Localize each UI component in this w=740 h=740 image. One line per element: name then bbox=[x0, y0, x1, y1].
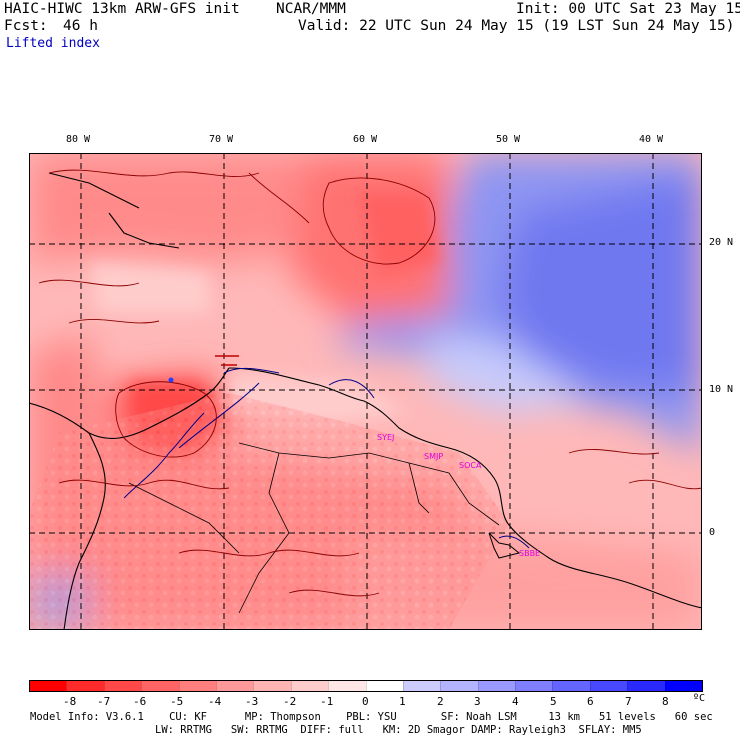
station-sbbe: SBBE bbox=[519, 549, 541, 558]
colorbar-label: -4 bbox=[208, 695, 222, 708]
colorbar-label: 4 bbox=[512, 695, 519, 708]
map-frame bbox=[29, 153, 702, 630]
lake-marker bbox=[168, 377, 174, 383]
colorbar-swatch bbox=[440, 681, 478, 691]
station-smjp: SMJP bbox=[424, 452, 444, 461]
islands bbox=[215, 355, 239, 366]
colorbar-swatch bbox=[627, 681, 665, 691]
init-time: Init: 00 UTC Sat 23 May 15 bbox=[516, 1, 740, 17]
colorbar-swatch bbox=[402, 681, 441, 691]
station-soca: SOCA bbox=[459, 461, 482, 470]
model-info-line1: Model Info: V3.6.1 CU: KF MP: Thompson P… bbox=[30, 711, 713, 723]
valid-time: Valid: 22 UTC Sun 24 May 15 (19 LST Sun … bbox=[298, 18, 735, 34]
colorbar-swatch bbox=[477, 681, 516, 691]
colorbar-label: -8 bbox=[63, 695, 77, 708]
colorbar-label: -2 bbox=[283, 695, 297, 708]
lon-label-70w: 70 W bbox=[209, 134, 234, 145]
colorbar-label: 3 bbox=[474, 695, 481, 708]
colorbar-unit: ºC bbox=[693, 693, 706, 704]
colorbar-swatch bbox=[178, 681, 216, 691]
contours bbox=[38, 169, 703, 597]
colorbar-swatch bbox=[215, 681, 254, 691]
model-title: HAIC-HIWC 13km ARW-GFS init bbox=[4, 1, 240, 17]
lon-label-80w: 80 W bbox=[66, 134, 91, 145]
station-syej: SYEJ bbox=[377, 433, 395, 442]
colorbar-label: -5 bbox=[170, 695, 184, 708]
forecast-label: Fcst: bbox=[4, 18, 48, 34]
colorbar-label: 5 bbox=[550, 695, 557, 708]
forecast-hour: 46 h bbox=[63, 18, 98, 34]
field-name: Lifted index bbox=[6, 36, 100, 51]
colorbar-label: -7 bbox=[97, 695, 111, 708]
graticule bbox=[29, 153, 702, 630]
colorbar-label: 7 bbox=[625, 695, 632, 708]
colorbar-label: -3 bbox=[245, 695, 259, 708]
colorbar-swatch bbox=[253, 681, 291, 691]
colorbar-swatch bbox=[103, 681, 142, 691]
colorbar-label: 6 bbox=[587, 695, 594, 708]
colorbar-swatch bbox=[515, 681, 553, 691]
colorbar-swatch bbox=[30, 681, 67, 691]
org-label: NCAR/MMM bbox=[276, 1, 346, 17]
amazon-delta bbox=[488, 532, 521, 559]
colorbar bbox=[29, 680, 703, 692]
lon-label-60w: 60 W bbox=[353, 134, 378, 145]
lon-label-40w: 40 W bbox=[639, 134, 664, 145]
colorbar-swatch bbox=[328, 681, 366, 691]
colorbar-label: 2 bbox=[437, 695, 444, 708]
colorbar-swatch bbox=[664, 681, 703, 691]
colorbar-swatch bbox=[66, 681, 104, 691]
colorbar-label: 8 bbox=[662, 695, 669, 708]
colorbar-swatch bbox=[290, 681, 329, 691]
colorbar-swatch bbox=[141, 681, 179, 691]
colorbar-label: -1 bbox=[320, 695, 334, 708]
colorbar-swatch bbox=[365, 681, 403, 691]
lon-label-50w: 50 W bbox=[496, 134, 521, 145]
borders bbox=[128, 442, 500, 614]
lat-label-10n: 10 N bbox=[709, 384, 734, 395]
lifted-index-map bbox=[28, 153, 703, 631]
lat-label-20n: 20 N bbox=[709, 237, 734, 248]
lat-label-0: 0 bbox=[709, 527, 716, 538]
colorbar-swatch bbox=[552, 681, 590, 691]
model-info-line2: LW: RRTMG SW: RRTMG DIFF: full KM: 2D Sm… bbox=[155, 724, 642, 736]
colorbar-label: -6 bbox=[133, 695, 147, 708]
colorbar-label: 0 bbox=[362, 695, 369, 708]
colorbar-swatch bbox=[589, 681, 628, 691]
colorbar-label: 1 bbox=[399, 695, 406, 708]
coastline bbox=[28, 172, 703, 631]
